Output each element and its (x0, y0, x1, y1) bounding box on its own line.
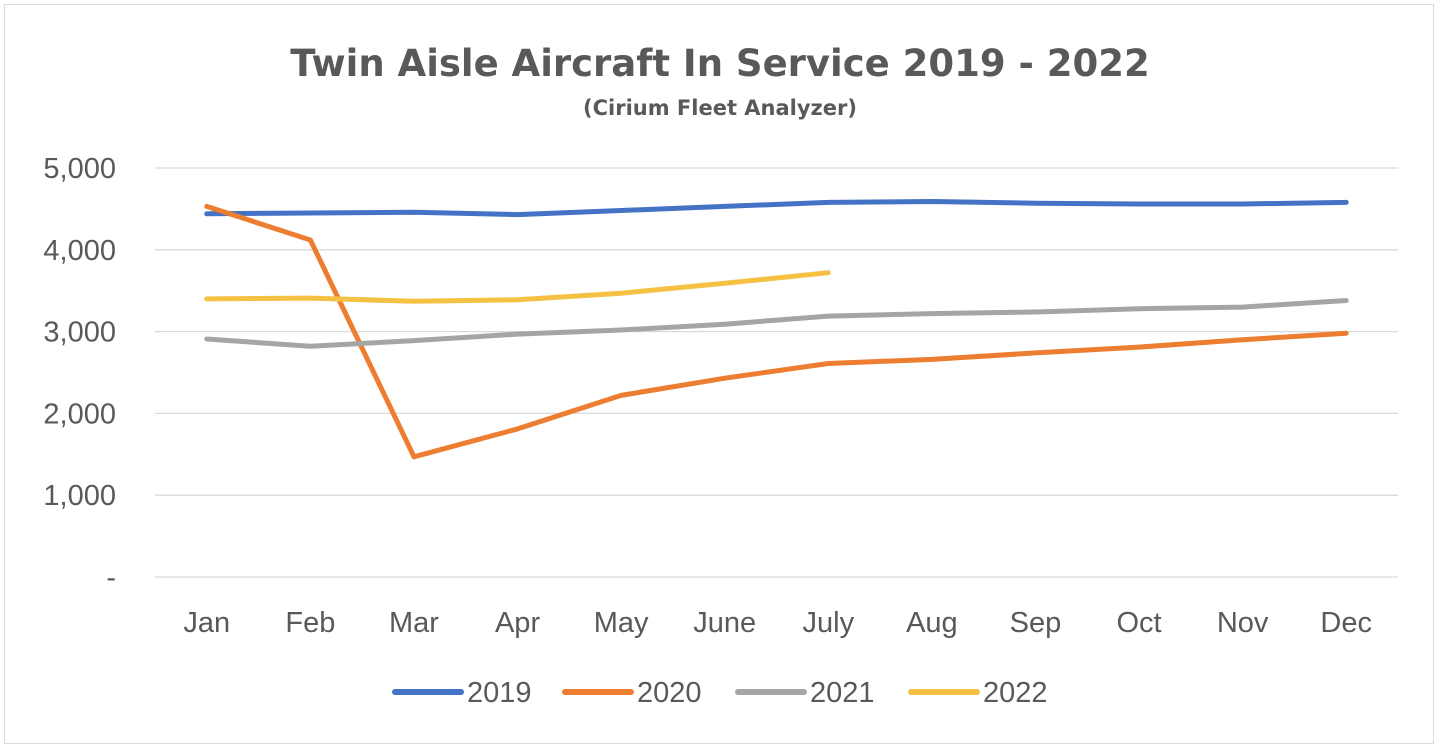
x-tick-label: Feb (285, 607, 335, 639)
chart-title: Twin Aisle Aircraft In Service 2019 - 20… (290, 42, 1149, 85)
legend-label-2022: 2022 (983, 677, 1048, 709)
x-tick-label: Mar (389, 607, 439, 639)
legend-label-2019: 2019 (467, 677, 532, 709)
legend-label-2020: 2020 (637, 677, 702, 709)
x-tick-label: Aug (906, 607, 958, 639)
x-tick-label: Dec (1320, 607, 1372, 639)
y-tick-label: - (106, 562, 116, 594)
y-axis-ticks: - 1,000 2,000 3,000 4,000 5,000 (43, 153, 116, 594)
gridlines (155, 167, 1398, 578)
chart-frame (4, 4, 1434, 744)
series-line-2020 (204, 203, 1349, 460)
x-tick-label: June (693, 607, 756, 639)
y-tick-label: 2,000 (43, 398, 116, 430)
legend-label-2021: 2021 (810, 677, 875, 709)
y-tick-label: 3,000 (43, 317, 116, 349)
x-tick-label: Nov (1217, 607, 1269, 639)
series-line-2022 (204, 270, 831, 304)
legend: 2019 2020 2021 2022 (392, 677, 1048, 709)
x-tick-label: Jan (183, 607, 230, 639)
y-tick-label: 4,000 (43, 235, 116, 267)
x-tick-label: Oct (1116, 607, 1161, 639)
y-tick-label: 5,000 (43, 153, 116, 185)
chart-subtitle: (Cirium Fleet Analyzer) (583, 96, 857, 120)
series-line-2021 (204, 298, 1349, 349)
x-tick-label: July (803, 607, 855, 639)
series-line-2019 (204, 199, 1349, 218)
x-tick-label: Sep (1010, 607, 1062, 639)
x-axis-ticks: Jan Feb Mar Apr May June July Aug Sep Oct Nov Dec (183, 607, 1372, 639)
x-tick-label: Apr (495, 607, 540, 639)
y-tick-label: 1,000 (43, 480, 116, 512)
x-tick-label: May (594, 607, 649, 639)
series-lines (204, 199, 1349, 460)
